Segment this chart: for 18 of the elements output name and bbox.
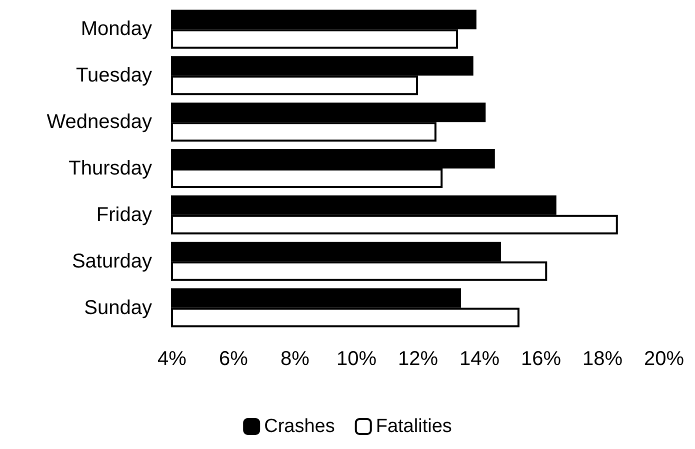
legend-label: Crashes (264, 416, 335, 437)
y-tick-label: Sunday (84, 296, 152, 319)
x-tick-label: 4% (158, 348, 187, 370)
y-tick-label: Friday (96, 204, 152, 226)
x-tick-label: 12% (398, 348, 438, 370)
x-tick-label: 8% (280, 348, 310, 370)
y-tick-label: Tuesday (76, 64, 152, 87)
x-tick-label: 10% (336, 348, 377, 370)
y-tick-label: Monday (80, 18, 152, 40)
x-tick-label: 16% (520, 348, 562, 370)
y-tick-label: Wednesday (46, 111, 152, 134)
x-tick-label: 14% (459, 348, 500, 370)
y-tick-label: Thursday (68, 158, 152, 180)
y-tick-label: Saturday (72, 250, 152, 272)
x-tick-label: 20% (644, 348, 684, 370)
legend-label: Fatalities (376, 416, 452, 437)
x-tick-label: 6% (219, 348, 248, 370)
x-tick-label: 18% (582, 348, 623, 370)
